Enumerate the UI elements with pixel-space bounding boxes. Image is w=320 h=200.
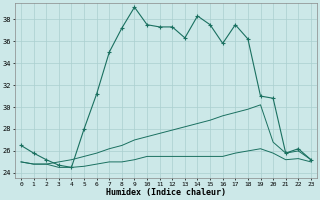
X-axis label: Humidex (Indice chaleur): Humidex (Indice chaleur) <box>106 188 226 197</box>
